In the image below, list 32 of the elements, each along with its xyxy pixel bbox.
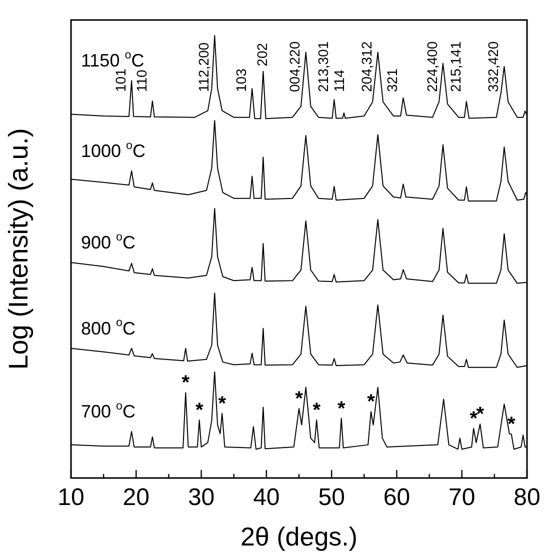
annotation: 213,301 [315, 41, 332, 92]
x-axis-title: 2θ (degs.) [240, 522, 358, 552]
annotation: 103 [232, 68, 249, 92]
annotation: 112,200 [196, 42, 212, 92]
x-tick-label: 30 [188, 484, 215, 512]
annotation: 204,312 [358, 41, 375, 92]
annotation: * [476, 404, 484, 426]
annotation: * [337, 398, 346, 420]
annotation: * [182, 372, 190, 394]
annotation: 114 [331, 69, 348, 92]
annotation: 215,141 [447, 41, 464, 92]
annotation: * [295, 388, 304, 410]
x-tick-label: 40 [253, 484, 280, 512]
annotation: * [367, 391, 376, 414]
annotation: * [507, 414, 516, 436]
annotation: 321 [384, 68, 400, 92]
x-tick-label: 50 [318, 484, 345, 512]
annotation: * [195, 400, 204, 422]
y-axis-title: Log (Intensity) (a.u.) [4, 128, 34, 370]
x-tick-label: 80 [514, 484, 540, 512]
annotation: 101 [112, 68, 128, 92]
annotation: * [218, 392, 226, 415]
x-tick-label: 20 [122, 484, 150, 512]
annotation: 004,220 [286, 41, 303, 92]
x-tick-label: 10 [58, 484, 84, 512]
annotation: 110 [133, 69, 150, 92]
annotation: 332,420 [485, 41, 502, 92]
annotation: * [312, 400, 321, 422]
x-tick-label: 70 [448, 484, 476, 512]
annotation: 202 [254, 42, 270, 66]
annotation: 224,400 [424, 41, 440, 92]
x-tick-label: 60 [383, 484, 410, 512]
